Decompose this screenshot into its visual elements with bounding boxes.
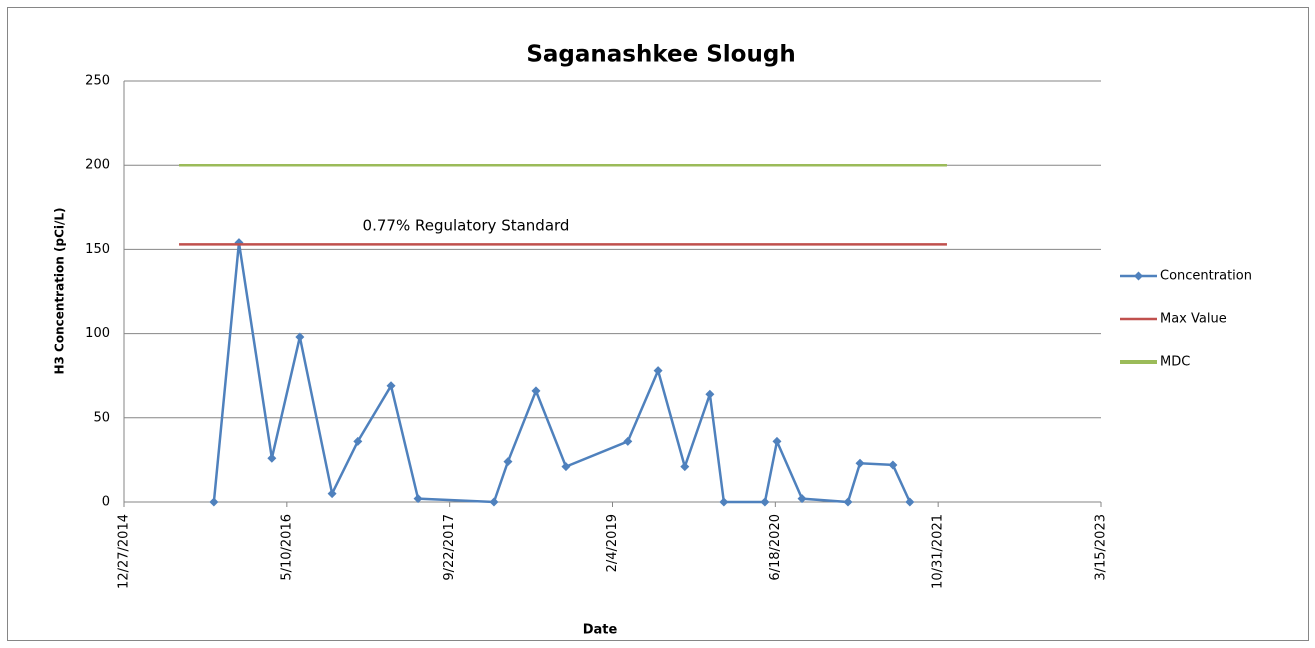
x-tick-label: 12/27/2014 <box>117 514 132 589</box>
marker <box>653 366 663 376</box>
x-tick-label: 9/22/2017 <box>442 514 457 581</box>
chart-frame <box>7 7 1309 641</box>
marker <box>295 332 305 342</box>
y-tick-label: 100 <box>85 326 110 341</box>
y-tick-label: 150 <box>85 242 110 257</box>
x-tick-label: 10/31/2021 <box>931 514 946 589</box>
marker <box>680 462 690 472</box>
x-tick-label: 6/18/2020 <box>768 514 783 581</box>
marker <box>705 389 715 399</box>
x-tick-label: 5/10/2016 <box>279 514 294 581</box>
marker <box>531 386 541 396</box>
legend-label: MDC <box>1160 355 1190 370</box>
chart-title: Saganashkee Slough <box>526 42 795 68</box>
x-axis-label: Date <box>583 623 618 638</box>
x-tick-label: 2/4/2019 <box>605 514 620 572</box>
marker <box>353 436 363 446</box>
y-tick-label: 0 <box>102 495 110 510</box>
marker <box>905 497 915 507</box>
marker <box>797 494 807 504</box>
marker <box>623 436 633 446</box>
marker <box>489 497 499 507</box>
marker <box>719 497 729 507</box>
legend-label: Concentration <box>1160 269 1252 284</box>
marker <box>327 489 337 499</box>
y-tick-label: 50 <box>93 410 110 425</box>
marker <box>386 381 396 391</box>
marker <box>413 494 423 504</box>
marker <box>772 436 782 446</box>
annotation: 0.77% Regulatory Standard <box>363 217 570 235</box>
marker <box>267 453 277 463</box>
x-tick-label: 3/15/2023 <box>1094 514 1109 581</box>
marker <box>843 497 853 507</box>
legend-label: Max Value <box>1160 312 1227 327</box>
y-tick-label: 250 <box>85 74 110 89</box>
marker <box>561 462 571 472</box>
marker <box>855 458 865 468</box>
legend-marker <box>1134 271 1143 281</box>
marker <box>209 497 219 507</box>
marker <box>503 457 513 467</box>
y-tick-label: 200 <box>85 158 110 173</box>
marker <box>888 460 898 470</box>
y-axis-label: H3 Concentration (pCi/L) <box>53 207 67 374</box>
series-line <box>212 242 911 504</box>
marker <box>760 497 770 507</box>
